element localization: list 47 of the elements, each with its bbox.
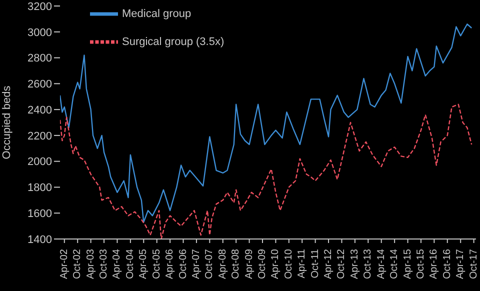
y-tick-label: 2000	[28, 156, 52, 168]
line-series	[60, 24, 472, 223]
x-tick-label: Oct-07	[204, 248, 216, 280]
y-tick-label: 2600	[28, 78, 52, 91]
x-tick-label: Oct-12	[336, 248, 348, 280]
legend-label: Medical group	[122, 8, 192, 20]
y-tick-label: 1400	[28, 234, 52, 246]
x-tick-label: Apr-11	[296, 248, 308, 278]
x-tick-label: Oct-17	[468, 248, 480, 280]
x-tick-label: Apr-04	[112, 248, 123, 280]
x-tick-label: Oct-06	[178, 248, 189, 280]
y-tick-label: 1800	[28, 182, 52, 194]
x-tick-label: Oct-04	[124, 248, 136, 280]
x-tick-label: Apr-03	[85, 248, 96, 280]
x-tick-label: Apr-15	[402, 248, 414, 280]
y-tick-label: 2400	[28, 104, 52, 116]
y-tick-label: 3000	[28, 26, 52, 39]
x-tick-label: Oct-14	[389, 248, 400, 280]
x-tick-label: Oct-03	[98, 248, 110, 280]
legend-label: Surgical group (3.5x)	[122, 36, 224, 48]
x-tick-label: Oct-16	[442, 248, 453, 280]
y-tick-label: 2200	[28, 130, 52, 142]
x-tick-label: Apr-14	[376, 248, 387, 280]
y-axis-title: Occupied beds	[0, 85, 13, 160]
x-tick-label: Apr-08	[217, 248, 228, 280]
x-tick-label: Apr-12	[323, 248, 334, 280]
y-tick-label: 2800	[28, 52, 52, 65]
x-tick-label: Oct-15	[415, 248, 426, 280]
x-tick-label: Oct-09	[256, 248, 268, 280]
x-tick-label: Oct-13	[362, 248, 374, 280]
x-tick-label: Oct-11	[310, 248, 321, 278]
x-tick-label: Apr-06	[164, 248, 176, 280]
x-tick-label: Apr-10	[270, 248, 282, 280]
x-tick-label: Apr-05	[138, 248, 150, 280]
x-tick-label: Apr-17	[455, 248, 466, 280]
x-tick-label: Apr-16	[428, 248, 440, 280]
y-tick-label: 1600	[28, 208, 52, 220]
x-tick-label: Apr-07	[190, 248, 202, 280]
y-tick-label: 3200	[28, 0, 52, 13]
x-tick-label: Oct-08	[230, 248, 242, 280]
x-tick-label: Apr-13	[349, 248, 360, 280]
x-tick-label: Oct-05	[151, 248, 162, 280]
x-tick-label: Oct-10	[283, 248, 294, 280]
x-tick-label: Apr-09	[244, 248, 255, 280]
x-tick-label: Oct-02	[72, 248, 84, 280]
line-series	[60, 104, 472, 239]
x-tick-label: Apr-02	[58, 248, 70, 280]
